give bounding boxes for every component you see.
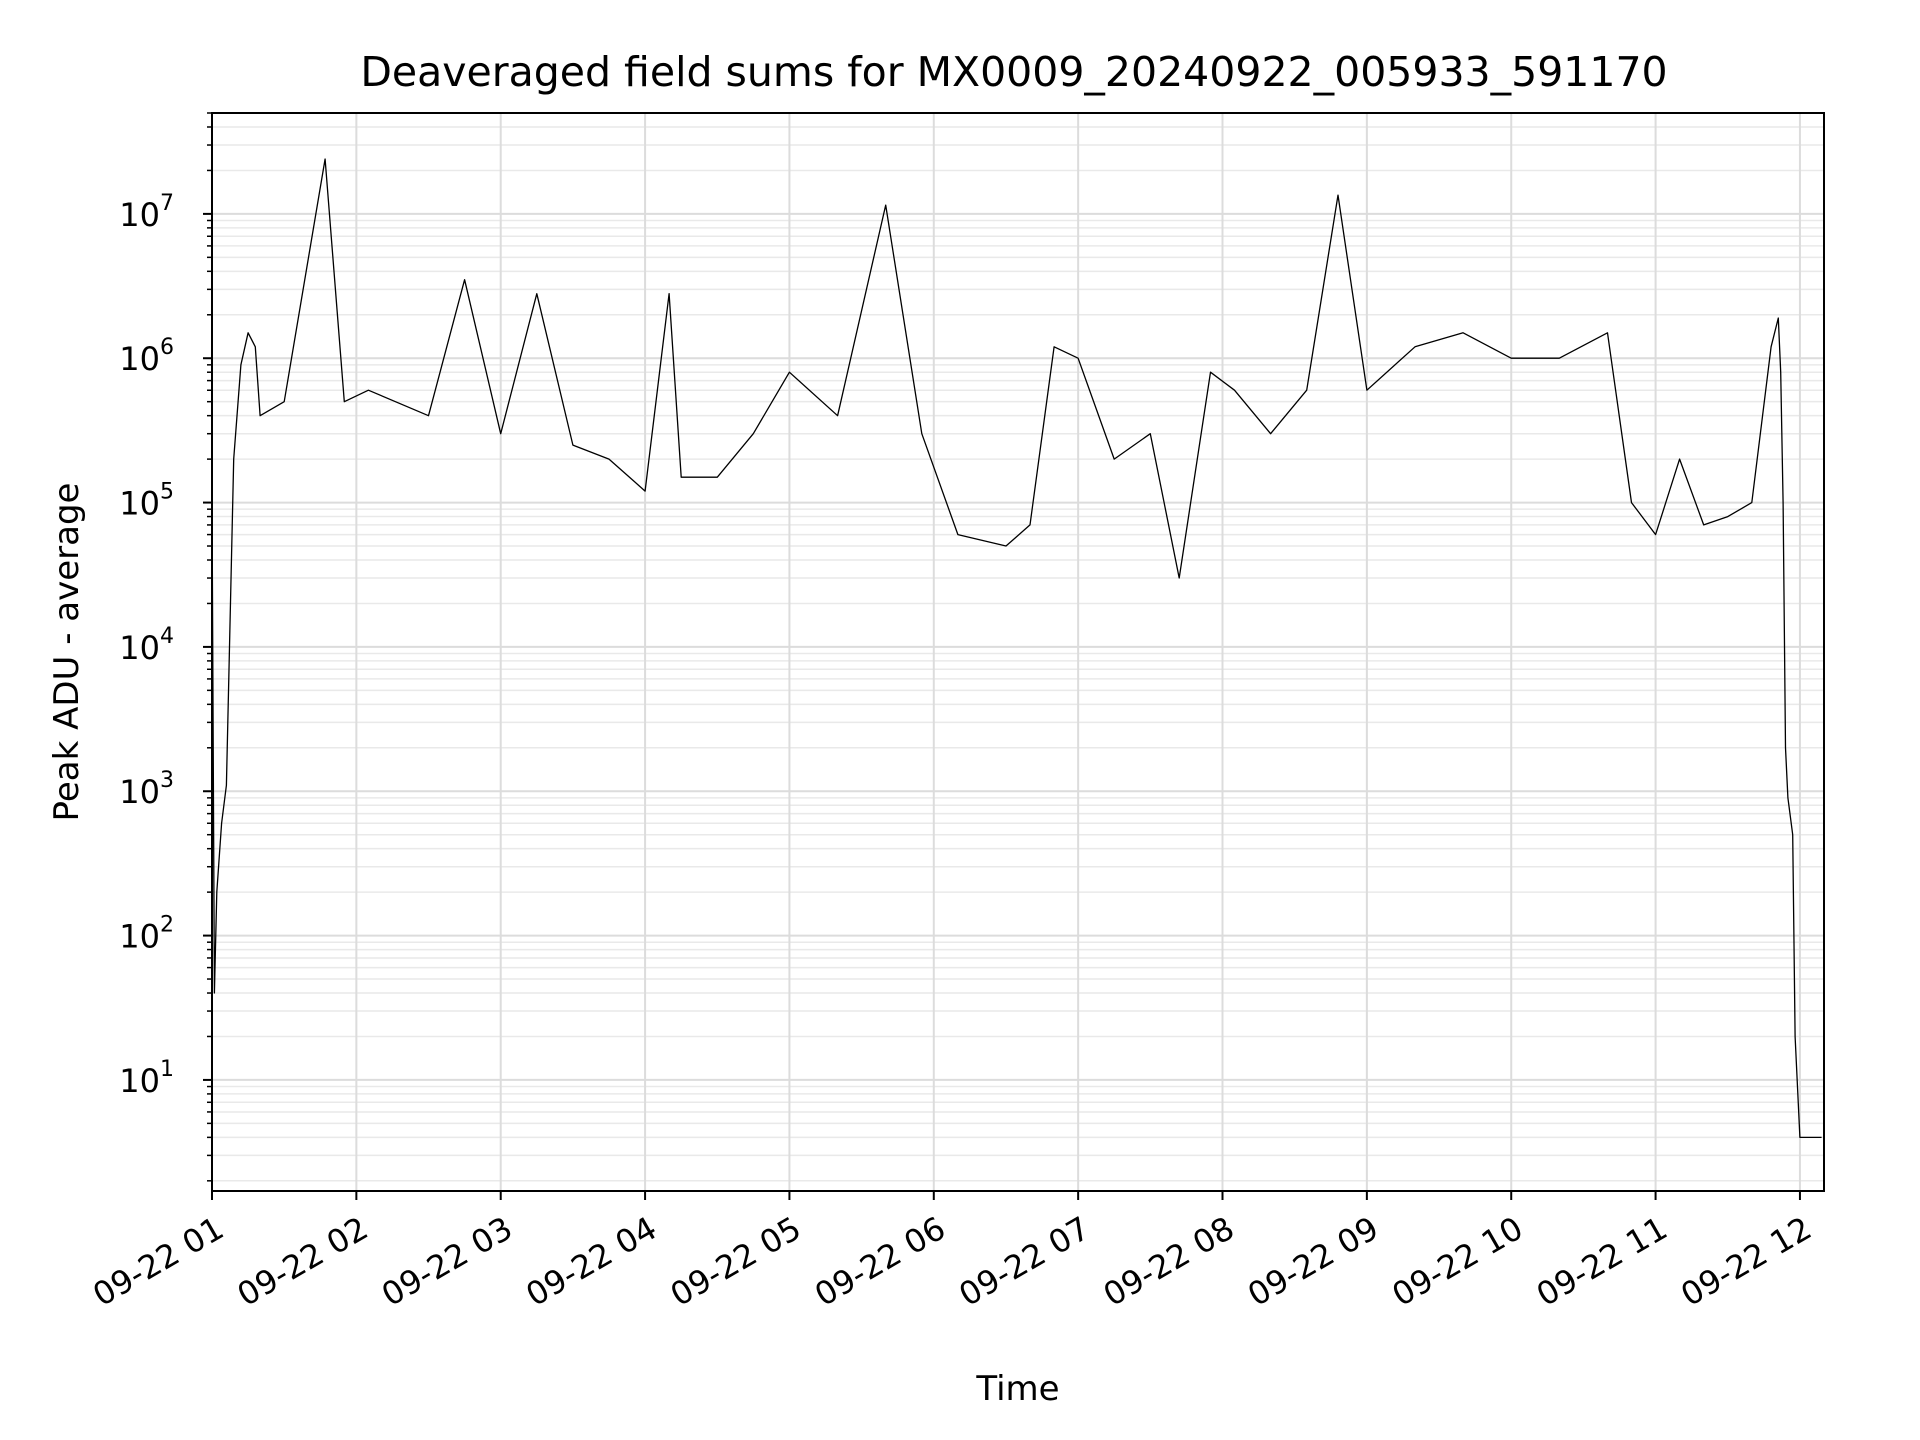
y-tick-label: 104 <box>119 624 174 667</box>
x-axis: 09-22 01 09-22 02 09-22 03 09-22 04 09-22 05… <box>86 1191 1818 1314</box>
y-axis: 101 102 103 104 105 106 107 <box>119 112 212 1182</box>
x-tick-label: 09-22 05 <box>664 1209 808 1314</box>
series-line <box>211 158 1822 1139</box>
y-tick-label: 103 <box>119 768 174 811</box>
grid <box>211 112 1824 1191</box>
x-axis-label: Time <box>975 1369 1059 1409</box>
x-tick-label: 09-22 12 <box>1674 1209 1818 1314</box>
x-tick-label: 09-22 07 <box>953 1209 1097 1314</box>
x-tick-label: 09-22 01 <box>86 1209 230 1314</box>
x-tick-label: 09-22 10 <box>1386 1209 1530 1314</box>
x-tick-label: 09-22 06 <box>808 1209 952 1314</box>
y-tick-label: 101 <box>119 1057 174 1100</box>
plot-frame <box>211 112 1825 1192</box>
x-tick-label: 09-22 02 <box>231 1209 375 1314</box>
x-tick-label: 09-22 09 <box>1241 1209 1385 1314</box>
x-tick-label: 09-22 08 <box>1097 1209 1241 1314</box>
x-tick-label: 09-22 11 <box>1530 1209 1674 1314</box>
x-tick-label: 09-22 03 <box>375 1209 519 1314</box>
x-tick-label: 09-22 04 <box>519 1209 663 1314</box>
y-tick-label: 102 <box>119 913 174 956</box>
y-tick-label: 105 <box>119 480 174 523</box>
y-axis-label: Peak ADU - average <box>47 483 87 822</box>
y-tick-label: 107 <box>119 191 174 234</box>
chart-title: Deaveraged field sums for MX0009_2024092… <box>360 48 1667 96</box>
y-tick-label: 106 <box>119 335 174 378</box>
